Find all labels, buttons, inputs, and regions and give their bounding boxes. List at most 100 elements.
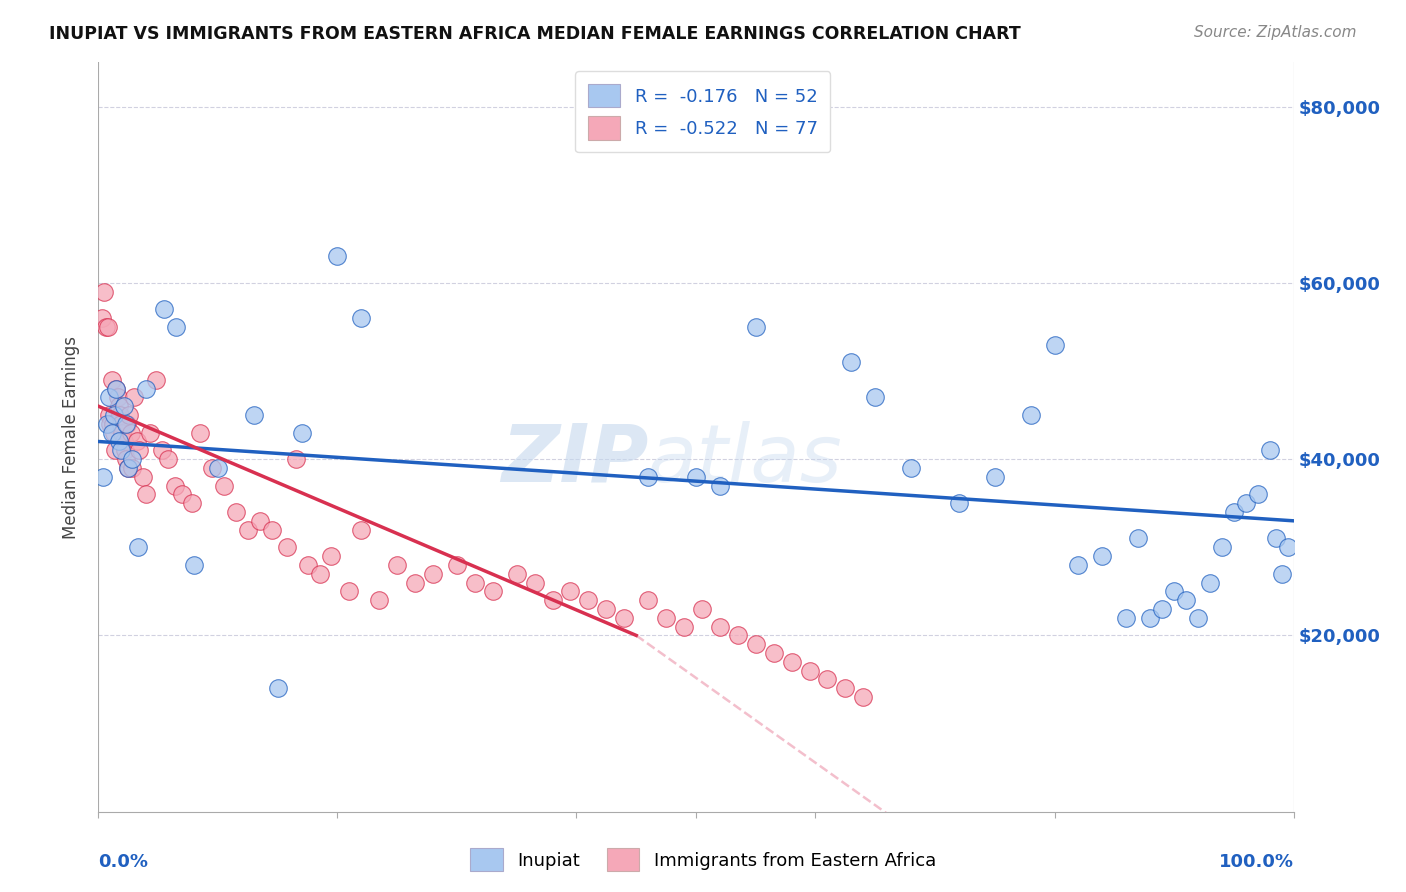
Point: [121, 452, 143, 467]
Point: [1223, 505, 1246, 519]
Point: [745, 319, 768, 334]
Point: [1258, 443, 1281, 458]
Point: [121, 461, 143, 475]
Point: [841, 355, 863, 369]
Point: [1043, 337, 1066, 351]
Point: [276, 541, 298, 555]
Point: [91, 311, 114, 326]
Point: [1175, 593, 1198, 607]
Point: [900, 461, 922, 475]
Point: [1247, 487, 1270, 501]
Point: [120, 425, 142, 440]
Point: [1163, 584, 1185, 599]
Point: [1139, 611, 1161, 625]
Point: [984, 469, 1007, 483]
Point: [249, 514, 271, 528]
Point: [172, 487, 194, 501]
Point: [110, 417, 132, 431]
Point: [212, 478, 235, 492]
Text: INUPIAT VS IMMIGRANTS FROM EASTERN AFRICA MEDIAN FEMALE EARNINGS CORRELATION CHA: INUPIAT VS IMMIGRANTS FROM EASTERN AFRIC…: [49, 25, 1021, 43]
Point: [745, 637, 768, 651]
Point: [1152, 602, 1174, 616]
Point: [153, 302, 176, 317]
Point: [1019, 408, 1042, 422]
Point: [690, 602, 713, 616]
Point: [1091, 549, 1114, 563]
Point: [96, 417, 118, 431]
Point: [127, 541, 149, 555]
Point: [834, 681, 856, 696]
Point: [404, 575, 426, 590]
Point: [1234, 496, 1257, 510]
Point: [112, 399, 135, 413]
Point: [339, 584, 361, 599]
Point: [201, 461, 224, 475]
Point: [385, 558, 409, 572]
Point: [1115, 611, 1137, 625]
Point: [104, 443, 127, 458]
Legend: Inupiat, Immigrants from Eastern Africa: Inupiat, Immigrants from Eastern Africa: [463, 841, 943, 879]
Point: [464, 575, 486, 590]
Point: [637, 469, 659, 483]
Point: [107, 434, 129, 449]
Point: [165, 319, 187, 334]
Point: [107, 391, 129, 405]
Point: [145, 373, 167, 387]
Point: [115, 417, 138, 431]
Point: [93, 285, 115, 299]
Point: [308, 566, 330, 581]
Point: [446, 558, 468, 572]
Point: [321, 549, 343, 563]
Point: [685, 469, 707, 483]
Point: [368, 593, 391, 607]
Point: [124, 391, 146, 405]
Point: [243, 408, 266, 422]
Point: [98, 391, 121, 405]
Point: [1187, 611, 1209, 625]
Point: [613, 611, 636, 625]
Point: [481, 584, 505, 599]
Point: [135, 382, 157, 396]
Point: [523, 575, 546, 590]
Point: [260, 523, 283, 537]
Point: [236, 523, 259, 537]
Point: [188, 425, 211, 440]
Point: [97, 319, 120, 334]
Point: [267, 681, 290, 696]
Point: [1264, 532, 1286, 546]
Point: [709, 478, 731, 492]
Point: [114, 443, 136, 458]
Point: [101, 417, 124, 431]
Point: [110, 443, 132, 458]
Point: [98, 408, 121, 422]
Point: [139, 425, 162, 440]
Point: [108, 408, 131, 422]
Point: [762, 646, 785, 660]
Text: ZIP: ZIP: [501, 420, 648, 499]
Point: [131, 469, 153, 483]
Point: [180, 496, 202, 510]
Point: [865, 391, 887, 405]
Point: [112, 434, 135, 449]
Point: [103, 425, 125, 440]
Point: [103, 408, 125, 422]
Point: [422, 566, 444, 581]
Point: [780, 655, 803, 669]
Point: [94, 319, 117, 334]
Point: [595, 602, 617, 616]
Point: [637, 593, 659, 607]
Point: [100, 425, 122, 440]
Text: atlas: atlas: [648, 420, 844, 499]
Text: 0.0%: 0.0%: [98, 853, 149, 871]
Point: [1067, 558, 1090, 572]
Point: [297, 558, 319, 572]
Point: [156, 452, 179, 467]
Legend: R =  -0.176   N = 52, R =  -0.522   N = 77: R = -0.176 N = 52, R = -0.522 N = 77: [575, 71, 831, 153]
Point: [709, 619, 731, 633]
Point: [107, 399, 129, 413]
Point: [225, 505, 247, 519]
Point: [541, 593, 564, 607]
Point: [673, 619, 696, 633]
Point: [1199, 575, 1222, 590]
Point: [284, 452, 307, 467]
